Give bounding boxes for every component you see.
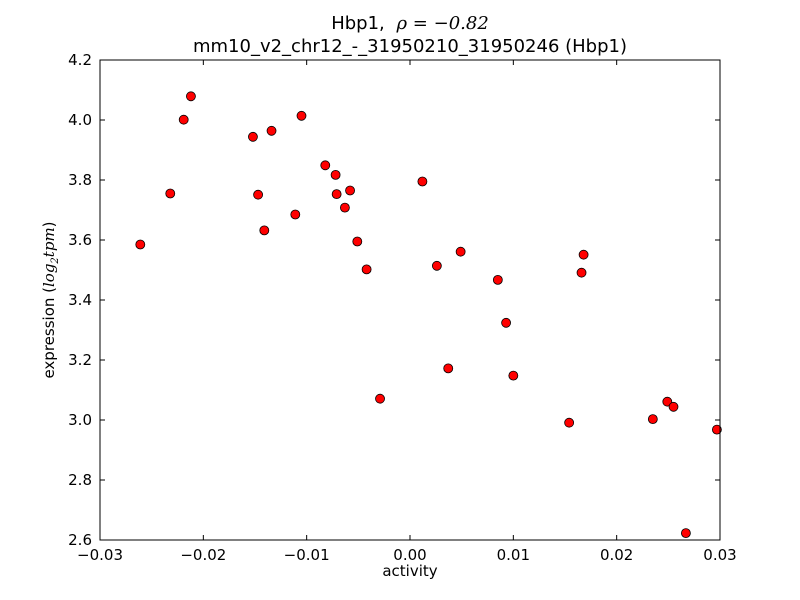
y-axis-label-suffix: ) — [40, 221, 58, 227]
x-tick-label: 0.03 — [703, 546, 736, 564]
y-tick-label: 2.8 — [68, 471, 92, 489]
data-point — [668, 401, 679, 412]
data-point — [266, 125, 277, 136]
data-point — [178, 114, 189, 125]
data-point — [443, 363, 454, 374]
chart-subtitle: mm10_v2_chr12_-_31950210_31950246 (Hbp1) — [193, 36, 627, 57]
data-point — [501, 317, 512, 328]
y-tick-label: 3.6 — [68, 231, 92, 249]
data-point — [165, 188, 176, 199]
data-point — [296, 110, 307, 121]
data-point — [576, 267, 587, 278]
y-tick-label: 3.2 — [68, 351, 92, 369]
y-tick-label: 4.0 — [68, 111, 92, 129]
x-tick-label: 0.01 — [497, 546, 530, 564]
x-tick-label: −0.01 — [284, 546, 330, 564]
data-point — [578, 249, 589, 260]
data-point — [492, 274, 503, 285]
data-point — [431, 260, 442, 271]
x-axis-label: activity — [382, 562, 437, 580]
data-point — [135, 239, 146, 250]
x-axis-ticks: −0.03 −0.02 −0.01 0.00 0.01 0.02 0.03 — [77, 60, 737, 564]
data-point — [320, 160, 331, 171]
y-axis-label-prefix: expression ( — [40, 287, 58, 379]
y-axis-label-unit: tpm — [40, 227, 58, 257]
title-gene: Hbp1, — [331, 13, 385, 34]
x-tick-label: −0.03 — [77, 546, 123, 564]
y-tick-label: 3.0 — [68, 411, 92, 429]
data-point — [290, 209, 301, 220]
data-point — [681, 528, 691, 538]
data-point — [712, 424, 722, 435]
data-point — [253, 189, 264, 200]
title-rho: ρ = −0.82 — [396, 13, 489, 34]
plot-frame — [99, 59, 721, 541]
data-point — [361, 264, 372, 275]
data-point — [186, 91, 196, 102]
data-point — [345, 185, 355, 196]
y-axis-ticks: 2.6 2.8 3.0 3.2 3.4 3.6 3.8 4.0 4.2 — [68, 51, 720, 549]
data-points — [135, 91, 722, 538]
x-tick-label: −0.02 — [180, 546, 226, 564]
data-point — [330, 169, 341, 180]
data-point — [647, 414, 658, 425]
y-tick-label: 3.4 — [68, 291, 92, 309]
chart-title: Hbp1, ρ = −0.82 — [331, 13, 489, 34]
data-point — [508, 370, 519, 381]
data-point — [339, 202, 350, 213]
y-tick-label: 2.6 — [68, 531, 92, 549]
y-axis-label: expression (log2tpm) — [40, 221, 61, 378]
data-point — [259, 225, 270, 236]
data-point — [417, 176, 428, 187]
data-point — [375, 393, 385, 404]
data-point — [352, 236, 363, 247]
y-axis-label-log: log — [40, 264, 58, 287]
data-point — [455, 246, 466, 257]
data-point — [564, 417, 575, 428]
x-tick-label: 0.02 — [600, 546, 633, 564]
y-tick-label: 4.2 — [68, 51, 92, 69]
x-tick-label: 0.00 — [393, 546, 426, 564]
data-point — [248, 131, 258, 142]
y-axis-label-sub: 2 — [50, 257, 61, 264]
y-tick-label: 3.8 — [68, 171, 92, 189]
data-point — [331, 189, 342, 200]
